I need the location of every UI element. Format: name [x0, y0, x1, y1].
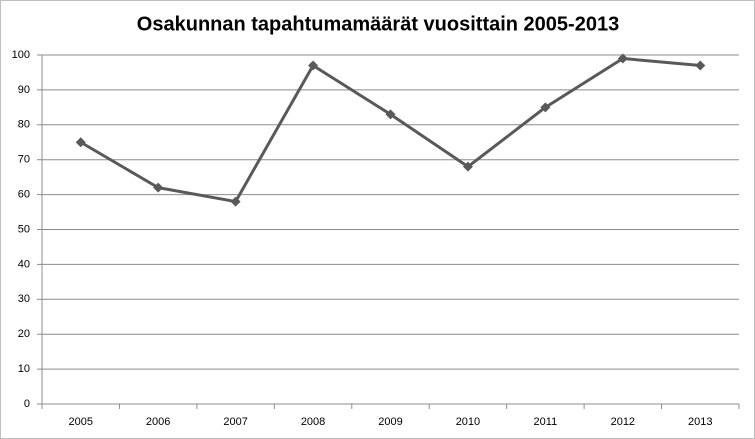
x-tick-label: 2010 — [456, 416, 480, 428]
y-tick-label: 50 — [18, 223, 30, 235]
y-tick-label: 30 — [18, 293, 30, 305]
x-tick-label: 2008 — [301, 416, 325, 428]
x-tick-label: 2009 — [378, 416, 402, 428]
x-tick-label: 2005 — [68, 416, 92, 428]
y-tick-label: 0 — [24, 398, 30, 410]
marker — [540, 102, 551, 113]
y-tick-label: 80 — [18, 119, 30, 131]
x-tick-label: 2013 — [688, 416, 712, 428]
y-tick-label: 60 — [18, 189, 30, 201]
marker — [230, 196, 241, 207]
y-tick-label: 20 — [18, 328, 30, 340]
marker — [617, 53, 628, 64]
marker — [308, 60, 319, 71]
marker — [462, 161, 473, 172]
marker — [385, 109, 396, 120]
x-tick-label: 2011 — [534, 416, 558, 428]
marker — [153, 182, 164, 193]
y-tick-label: 70 — [18, 154, 30, 166]
x-tick-label: 2007 — [223, 416, 247, 428]
y-tick-label: 90 — [18, 84, 30, 96]
x-tick-label: 2012 — [611, 416, 635, 428]
marker — [75, 137, 86, 148]
y-tick-label: 40 — [18, 258, 30, 270]
y-tick-label: 100 — [12, 49, 30, 61]
marker — [695, 60, 706, 71]
y-tick-label: 10 — [18, 363, 30, 375]
x-tick-label: 2006 — [146, 416, 170, 428]
chart-title: Osakunnan tapahtumamäärät vuosittain 200… — [137, 13, 619, 35]
